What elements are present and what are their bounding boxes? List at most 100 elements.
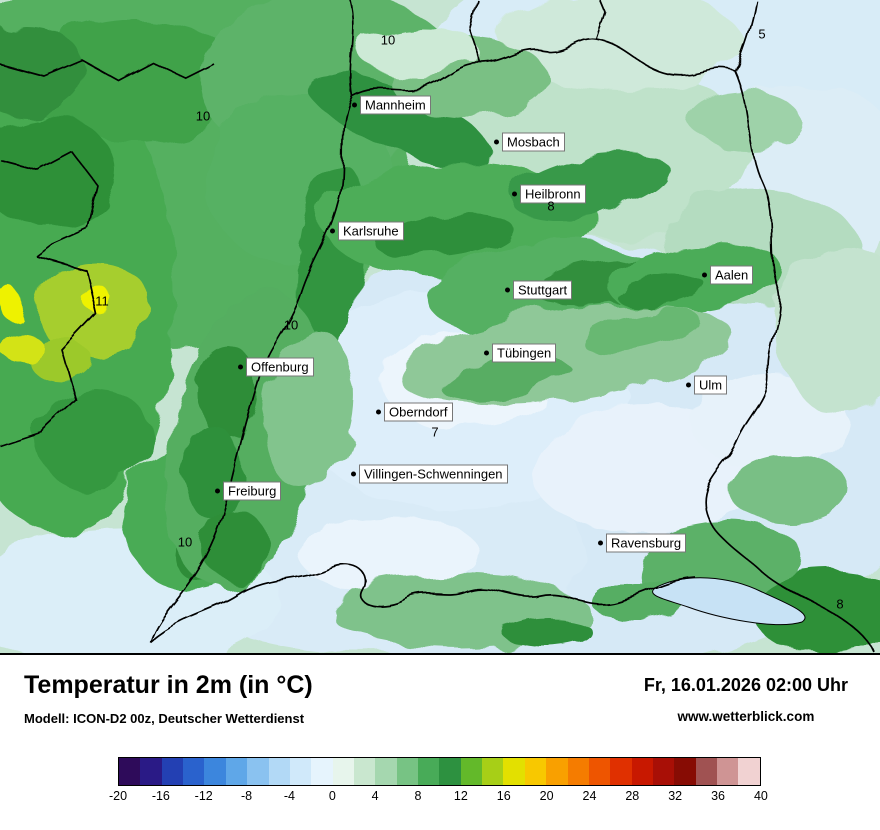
city-marker: Offenburg <box>238 357 314 377</box>
color-scale-segment <box>738 758 760 785</box>
color-scale-segment <box>695 758 718 785</box>
city-marker: Mannheim <box>352 95 431 115</box>
color-scale-segment <box>204 758 226 785</box>
datetime-block: Fr, 16.01.2026 02:00 Uhr www.wetterblick… <box>644 675 848 724</box>
color-scale-tick-label: 36 <box>711 789 725 803</box>
color-scale-segment <box>546 758 568 785</box>
website-url: www.wetterblick.com <box>677 709 815 724</box>
city-marker: Karlsruhe <box>330 221 404 241</box>
city-label: Ulm <box>694 375 728 395</box>
color-scale-segment <box>375 758 397 785</box>
color-scale-segment <box>482 758 504 785</box>
city-dot-icon <box>330 228 335 234</box>
temperature-value-label: 5 <box>758 26 766 42</box>
color-scale-segment <box>311 758 333 785</box>
map-footer: Temperatur in 2m (in °C) Modell: ICON-D2… <box>0 655 880 830</box>
color-scale-segment <box>610 758 632 785</box>
city-label: Tübingen <box>492 343 557 363</box>
city-label: Aalen <box>710 265 754 285</box>
city-dot-icon <box>702 272 707 278</box>
color-scale-tick-label: 40 <box>753 789 768 803</box>
city-label: Karlsruhe <box>338 221 404 241</box>
temperature-value-label: 10 <box>177 534 193 550</box>
color-scale-segment <box>503 758 525 785</box>
color-scale-tick-label: 28 <box>625 789 640 803</box>
color-scale-segment <box>268 758 290 785</box>
color-scale-segment <box>439 758 461 785</box>
color-scale-segment <box>418 758 440 785</box>
city-label: Villingen-Schwenningen <box>359 464 508 484</box>
color-scale-tick-label: 4 <box>371 789 379 803</box>
city-dot-icon <box>376 409 381 415</box>
color-scale-segment <box>460 758 483 785</box>
color-scale-tick-label: 8 <box>414 789 422 803</box>
city-label: Mannheim <box>360 95 431 115</box>
color-scale-bar <box>118 757 761 786</box>
color-scale-tick-label: 12 <box>453 789 468 803</box>
city-label: Offenburg <box>246 357 314 377</box>
city-dot-icon <box>494 139 499 145</box>
city-marker: Aalen <box>702 265 754 285</box>
city-marker: Villingen-Schwenningen <box>351 464 508 484</box>
city-dot-icon <box>351 471 356 477</box>
city-marker: Ulm <box>686 375 728 395</box>
valid-datetime: Fr, 16.01.2026 02:00 Uhr <box>643 675 848 695</box>
city-dot-icon <box>352 102 357 108</box>
city-dot-icon <box>215 488 220 494</box>
color-scale-segment <box>183 758 205 785</box>
color-scale-tick-label: -8 <box>241 789 253 803</box>
temperature-value-label: 8 <box>547 198 555 214</box>
terrain-layer <box>0 0 880 653</box>
map-graphic <box>0 0 880 653</box>
color-scale-segment <box>289 758 312 785</box>
temperature-value-label: 10 <box>380 32 396 48</box>
model-info: Modell: ICON-D2 00z, Deutscher Wetterdie… <box>24 711 305 726</box>
color-scale-segment <box>332 758 354 785</box>
color-scale-tick-label: 0 <box>328 789 336 803</box>
city-label: Stuttgart <box>513 280 573 300</box>
color-scale-segment <box>652 758 675 785</box>
city-marker: Heilbronn <box>512 184 586 204</box>
color-scale-tick-label: -16 <box>151 789 170 803</box>
city-marker: Mosbach <box>494 132 565 152</box>
temperature-value-label: 10 <box>283 317 299 333</box>
color-scale-segment <box>161 758 184 785</box>
city-dot-icon <box>598 540 603 546</box>
city-label: Mosbach <box>502 132 565 152</box>
borders-layer <box>0 0 873 651</box>
color-scale-segment <box>674 758 696 785</box>
city-dot-icon <box>238 364 243 370</box>
color-scale-tick-label: -20 <box>108 789 128 803</box>
lake-constance <box>652 577 806 626</box>
color-scale-segment <box>225 758 248 785</box>
map-title: Temperatur in 2m (in °C) <box>24 671 313 699</box>
temperature-value-label: 10 <box>195 108 211 124</box>
temperature-value-label: 11 <box>95 293 109 309</box>
color-scale-segment <box>567 758 589 785</box>
city-label: Ravensburg <box>606 533 687 553</box>
city-dot-icon <box>686 382 691 388</box>
city-marker: Tübingen <box>484 343 557 363</box>
color-scale-tick-label: 32 <box>668 789 683 803</box>
color-scale-segment <box>247 758 269 785</box>
color-scale-segment <box>353 758 376 785</box>
temperature-value-label: 7 <box>431 424 439 440</box>
weather-map: Mannheim Mosbach Heilbronn Karlsruhe <box>0 0 880 655</box>
temperature-value-label: 8 <box>836 596 844 612</box>
color-scale-segment <box>631 758 653 785</box>
color-scale-tick-label: -4 <box>283 789 295 803</box>
color-scale-tick-label: 24 <box>582 789 597 803</box>
city-marker: Oberndorf <box>376 402 453 422</box>
color-scale-segment <box>717 758 739 785</box>
city-label: Freiburg <box>223 481 282 501</box>
city-label: Heilbronn <box>520 184 586 204</box>
city-marker: Ravensburg <box>598 533 687 553</box>
color-scale-tick-label: -12 <box>194 789 213 803</box>
temperature-labels-layer: 10 5 10 8 11 10 7 10 8 <box>95 26 844 612</box>
city-label: Oberndorf <box>384 402 453 422</box>
color-scale-tick-label: 16 <box>496 789 511 803</box>
color-scale-segment <box>396 758 419 785</box>
color-scale-segment <box>588 758 611 785</box>
city-marker: Freiburg <box>215 481 282 501</box>
